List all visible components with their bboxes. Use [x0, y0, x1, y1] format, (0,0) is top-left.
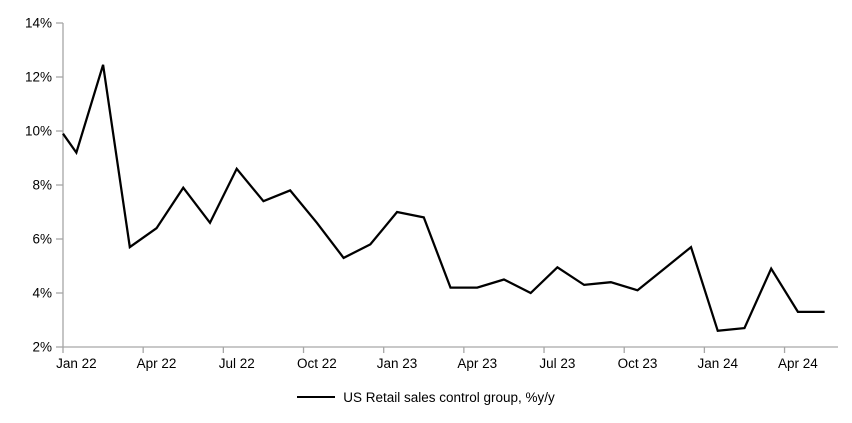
x-tick-label: Jul 22 — [219, 356, 255, 371]
x-tick-label: Apr 23 — [457, 356, 497, 371]
y-tick-label: 10% — [25, 124, 52, 139]
legend-line-swatch-icon — [297, 396, 336, 398]
x-tick-label: Jan 22 — [56, 356, 97, 371]
y-tick-label: 2% — [32, 340, 52, 355]
x-tick-label: Jan 23 — [377, 356, 418, 371]
y-tick-label: 12% — [25, 70, 52, 85]
x-tick-label: Apr 24 — [778, 356, 818, 371]
x-tick-label: Oct 22 — [297, 356, 337, 371]
y-tick-label: 14% — [25, 16, 52, 31]
y-tick-label: 8% — [32, 178, 52, 193]
legend: US Retail sales control group, %y/y — [0, 387, 852, 407]
y-tick-label: 6% — [32, 232, 52, 247]
x-tick-label: Apr 22 — [137, 356, 177, 371]
legend-label: US Retail sales control group, %y/y — [343, 389, 555, 405]
x-tick-label: Jul 23 — [539, 356, 575, 371]
x-tick-label: Jan 24 — [697, 356, 738, 371]
series-line-retail-sales — [62, 64, 825, 333]
x-tick-label: Oct 23 — [618, 356, 658, 371]
y-tick-label: 4% — [32, 286, 52, 301]
